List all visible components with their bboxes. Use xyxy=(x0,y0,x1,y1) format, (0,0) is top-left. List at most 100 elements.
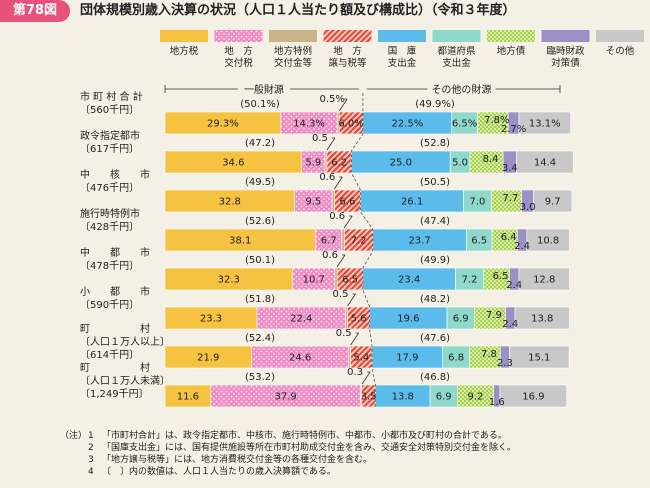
bar-value-r5-s5: 6.9 xyxy=(453,314,469,325)
legend-swatch-4 xyxy=(378,30,426,42)
pointer-d-4 xyxy=(336,254,346,268)
bar-value-r6-s6: 7.8 xyxy=(481,349,497,360)
general-share-6: (52.4) xyxy=(245,333,275,344)
bar-value-r1-s1: 5.9 xyxy=(305,158,321,169)
category-labels: 市 町 村 合 計〔560千円〕政令指定都市〔617千円〕中 核 市〔476千円… xyxy=(80,90,170,400)
small-segment-value-0: 0.5% xyxy=(320,94,345,105)
note-item: （注） 1 「市町村合計」は、政令指定都市、中核市、施行時特例市、中都市、小都市及び… xyxy=(60,430,645,442)
general-share-0: (50.1%) xyxy=(240,99,280,110)
category-label-7: 〔1,249千円〕 xyxy=(80,388,149,400)
category-label-7: 〔人口１万人未満〕 xyxy=(80,375,170,387)
category-label-0: 〔560千円〕 xyxy=(80,104,139,116)
small-segment-value-5: 0.5 xyxy=(333,289,349,300)
notes: （注） 1 「市町村合計」は、政令指定都市、中核市、施行時特例市、中都市、小都市及び… xyxy=(60,430,645,478)
bar-value-r6-s8: 15.1 xyxy=(528,353,550,364)
bar-value-r1-s3: 6.2 xyxy=(331,158,347,169)
bar-value-r3-s8: 10.8 xyxy=(537,236,559,247)
bar-value-r0-s7: 2.7% xyxy=(501,124,526,135)
legend-swatch-1 xyxy=(214,30,263,42)
general-share-2: (49.5) xyxy=(245,177,275,188)
bar-value-r0-s5: 6.5% xyxy=(452,119,477,130)
bar-value-r7-s4: 13.8 xyxy=(392,392,414,403)
other-share-6: (47.6) xyxy=(420,333,450,344)
bar-value-r6-s0: 21.9 xyxy=(197,353,219,364)
bar-value-r6-s3: 5.4 xyxy=(353,353,369,364)
legend-swatch-2 xyxy=(269,30,317,42)
bar-value-r6-s7: 2.3 xyxy=(497,358,513,369)
bar-value-r4-s7: 2.4 xyxy=(506,280,522,291)
bar-value-r1-s8: 14.4 xyxy=(534,158,556,169)
bar-segment-r5-s8 xyxy=(514,306,570,330)
bar-value-r2-s7: 3.0 xyxy=(520,202,536,213)
general-share-1: (47.2) xyxy=(245,138,275,149)
legend-label-7: 臨時財政 xyxy=(546,45,585,57)
bar-value-r0-s1: 14.3% xyxy=(293,119,325,130)
legend-label-2: 地方特例 xyxy=(274,45,312,57)
stacked-bar-chart: 地方税地 方交付税地方特例交付金等地 方譲与税等国 庫支出金都道府県支出金地方債… xyxy=(80,30,644,408)
bar-segment-r3-s2 xyxy=(341,228,345,252)
bar-value-r5-s8: 13.8 xyxy=(531,314,553,325)
other-share-2: (50.5) xyxy=(420,177,450,188)
bar-value-r1-s6: 8.4 xyxy=(483,154,499,165)
note-text: 「地方譲与税等」には、地方消費税交付金等の各種交付金を含む。 xyxy=(102,455,373,465)
category-label-0: 市 町 村 合 計 xyxy=(80,90,143,103)
bar-value-r4-s5: 7.2 xyxy=(462,275,478,286)
bar-segment-r4-s2 xyxy=(334,267,338,291)
bar-value-r6-s4: 17.9 xyxy=(396,353,418,364)
bar-value-r2-s4: 26.1 xyxy=(401,197,423,208)
bar-value-r2-s3: 6.6 xyxy=(340,197,356,208)
bar-value-r7-s0: 11.6 xyxy=(177,392,199,403)
bar-segment-r3-s8 xyxy=(526,228,570,252)
bar-value-r0-s0: 29.3% xyxy=(207,119,239,130)
bar-value-r5-s7: 2.4 xyxy=(502,319,518,330)
category-label-5: 〔590千円〕 xyxy=(80,299,139,311)
category-label-6: 〔人口１万人以上〕 xyxy=(80,336,170,348)
other-share-5: (48.2) xyxy=(420,294,450,305)
bar-value-r5-s3: 5.6 xyxy=(351,314,367,325)
category-label-1: 政令指定都市 xyxy=(80,129,140,142)
figure-title: 団体規模別歳入決算の状況（人口１人当たり額及び構成比）（令和３年度） xyxy=(80,3,516,18)
category-label-2: 〔476千円〕 xyxy=(80,182,139,194)
other-share-4: (49.9) xyxy=(420,255,450,266)
bar-value-r4-s1: 10.7 xyxy=(303,275,325,286)
general-share-7: (53.2) xyxy=(245,372,275,383)
fund-boundary-line xyxy=(351,93,376,407)
bar-value-r1-s7: 3.4 xyxy=(502,163,518,174)
category-label-6: 町 村 xyxy=(80,322,150,335)
bar-value-r0-s6: 7.8% xyxy=(484,115,509,126)
legend-swatch-6 xyxy=(487,30,535,42)
other-bracket-bg xyxy=(427,82,496,95)
pointer-d-0 xyxy=(338,98,348,112)
category-label-7: 町 村 xyxy=(80,361,150,374)
note-number: 2 xyxy=(88,443,94,453)
legend-label-1: 地 方 xyxy=(224,45,253,57)
small-segment-value-1: 0.5 xyxy=(312,133,328,144)
bar-segment-r7-s8 xyxy=(499,384,568,408)
bar-segment-r6-s8 xyxy=(509,345,570,369)
legend-label-4: 支出金 xyxy=(388,57,417,69)
legend-label-3: 譲与税等 xyxy=(328,57,367,69)
bar-value-r3-s6: 6.4 xyxy=(501,232,517,243)
other-share-7: (46.8) xyxy=(420,372,450,383)
bar-value-r2-s0: 32.8 xyxy=(219,197,241,208)
bar-value-r1-s4: 25.0 xyxy=(390,158,412,169)
bar-value-r3-s7: 2.4 xyxy=(514,241,530,252)
bar-value-r7-s5: 6.9 xyxy=(436,392,452,403)
pointer-d-5 xyxy=(347,293,356,307)
bar-value-r6-s5: 6.8 xyxy=(448,353,464,364)
bar-value-r5-s6: 7.9 xyxy=(486,310,502,321)
note-item: 3 「地方譲与税等」には、地方消費税交付金等の各種交付金を含む。 xyxy=(60,454,645,466)
bar-value-r5-s1: 22.4 xyxy=(290,314,312,325)
bar-value-r7-s7: 1.6 xyxy=(489,397,505,408)
legend-label-8: その他 xyxy=(606,45,635,57)
bar-value-r3-s3: 7.2 xyxy=(351,236,367,247)
category-label-3: 施行時特例市 xyxy=(80,207,140,220)
note-item: 2 「国庫支出金」には、国有提供施設等所在市町村助成交付金を含み、交通安全対策特別… xyxy=(60,442,645,454)
legend-label-7: 対策債 xyxy=(551,57,580,69)
legend-label-5: 都道府県 xyxy=(437,45,476,57)
note-number: 4 xyxy=(88,467,94,477)
bar-value-r2-s6: 7.7 xyxy=(503,193,519,204)
bar-value-r7-s3: 3.5 xyxy=(361,392,377,403)
bar-value-r4-s4: 23.4 xyxy=(398,275,420,286)
note-prefix xyxy=(60,466,88,478)
